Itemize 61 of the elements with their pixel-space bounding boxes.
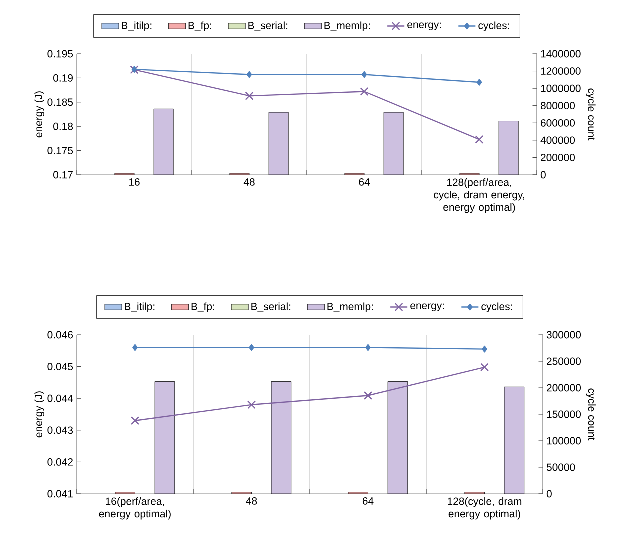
y2-tick-label: 300000 xyxy=(546,331,582,339)
y-tick-label: 0.043 xyxy=(48,426,74,434)
point xyxy=(364,391,373,400)
y-axis-title: energy (J) xyxy=(34,92,44,138)
legend-label: B_fp: xyxy=(192,302,214,312)
legend-label: B_serial: xyxy=(248,22,288,32)
y2-tick-label: 1200000 xyxy=(541,68,581,75)
y2-axis-title: cycle count xyxy=(586,388,596,441)
y2-tick-label: 0 xyxy=(546,490,552,498)
y2-tick-label: 0 xyxy=(540,171,546,179)
y2-tick-label: 200000 xyxy=(541,154,576,162)
y-tick-label: 0.175 xyxy=(48,147,74,155)
y-tick-label: 0.17 xyxy=(54,171,73,179)
x-tick-label: 48 xyxy=(244,178,255,186)
legend-label: cycles: xyxy=(478,22,510,32)
x-tick-label: 64 xyxy=(362,498,374,505)
y2-tick-label: 400000 xyxy=(540,136,576,144)
point xyxy=(480,363,490,372)
y2-tick-label: 250000 xyxy=(547,358,582,366)
y-tick-label: 0.042 xyxy=(48,458,73,466)
y2-tick-label: 800000 xyxy=(540,102,576,110)
y-tick-label: 0.195 xyxy=(48,50,74,58)
y-tick-label: 0.19 xyxy=(54,74,73,82)
legend-label: cycles: xyxy=(482,302,512,312)
legend-label: B_memlp: xyxy=(324,22,370,32)
y-tick-label: 0.18 xyxy=(54,122,74,130)
y-tick-label: 0.044 xyxy=(48,394,74,402)
x-tick-label: 64 xyxy=(359,178,370,186)
y2-tick-label: 1000000 xyxy=(541,84,581,92)
legend-label: energy: xyxy=(408,22,442,31)
legend-label: B_fp: xyxy=(188,22,212,32)
legend-label: energy: xyxy=(410,304,444,312)
y-tick-label: 0.185 xyxy=(48,98,74,106)
legend-label: B_serial: xyxy=(252,302,291,312)
y2-tick-label: 1400000 xyxy=(541,50,581,58)
y-axis-title: energy (J) xyxy=(34,392,44,438)
point xyxy=(360,87,369,96)
x-tick-label: 16 xyxy=(129,178,140,186)
point xyxy=(245,92,254,100)
legend-label: B_itilp: xyxy=(122,22,152,32)
y-tick-label: 0.041 xyxy=(48,490,73,498)
y-tick-label: 0.046 xyxy=(48,331,74,339)
y2-tick-label: 600000 xyxy=(541,119,576,127)
y2-axis-title: cycle count xyxy=(586,88,596,141)
y2-tick-label: 100000 xyxy=(547,437,582,445)
x-tick-label: 48 xyxy=(246,498,258,505)
x-tick-label: 16(perf/area, energy optimal) xyxy=(99,498,171,520)
y2-tick-label: 50000 xyxy=(546,464,576,472)
point xyxy=(362,71,368,78)
y2-tick-label: 200000 xyxy=(547,384,582,392)
legend-label: B_itilp: xyxy=(125,302,155,312)
point xyxy=(476,79,482,86)
y2-tick-label: 150000 xyxy=(547,410,582,418)
x-tick-label: 128(perf/area, cycle, dram energy, energy optimal) xyxy=(434,178,524,214)
legend-label: B_memlp: xyxy=(328,302,374,312)
y-tick-label: 0.045 xyxy=(48,363,74,371)
point xyxy=(247,400,256,410)
point xyxy=(246,71,252,78)
point xyxy=(475,135,484,144)
x-tick-label: 128(cycle, dram energy optimal) xyxy=(448,498,522,520)
point xyxy=(130,416,140,426)
